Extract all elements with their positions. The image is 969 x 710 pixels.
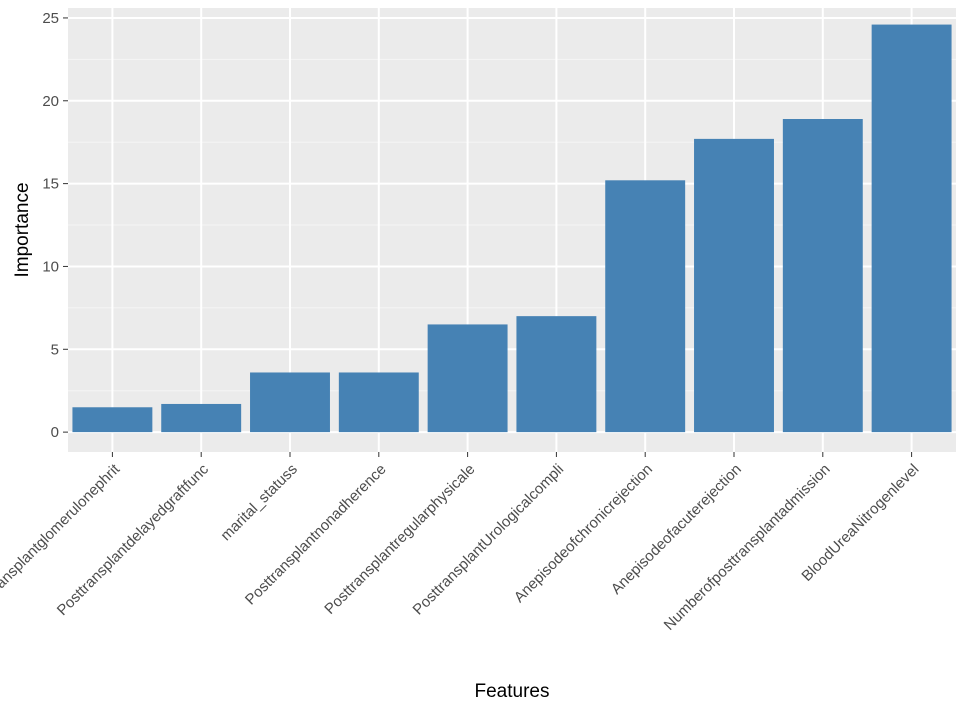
bar [72, 407, 153, 433]
x-tick-label: Posttransplantglomerulonephrit [0, 460, 124, 619]
bar [694, 138, 774, 433]
bar [161, 403, 242, 433]
y-tick-label: 5 [51, 341, 59, 358]
x-tick-label: Posttransplantregularphysicale [321, 461, 478, 618]
y-tick-label: 0 [51, 424, 59, 441]
x-axis: PosttransplantglomerulonephritPosttransp… [0, 452, 922, 634]
bar [605, 180, 686, 433]
bar [516, 316, 597, 433]
bar [250, 372, 330, 433]
bars-group [72, 24, 952, 433]
y-tick-label: 10 [42, 258, 59, 275]
bar [338, 372, 419, 433]
bar [871, 24, 952, 433]
bar [427, 324, 508, 433]
y-tick-label: 25 [42, 10, 59, 27]
y-tick-label: 15 [42, 176, 59, 193]
x-tick-label: Posttransplantnonadherence [242, 461, 390, 609]
x-tick-label: marital_statuss [217, 461, 300, 544]
y-axis: 0 5 10 15 20 25 [42, 10, 68, 441]
x-tick-label: Numberofposttransplantadmission [661, 461, 834, 634]
x-axis-title: Features [475, 681, 550, 702]
x-tick-label: PosttransplantUrologicalcompli [410, 461, 568, 619]
x-tick-label: Posttransplantdelayedgraftfunc [54, 460, 213, 619]
y-axis-title: Importance [12, 182, 33, 277]
bar [782, 119, 863, 433]
y-tick-label: 20 [42, 93, 59, 110]
